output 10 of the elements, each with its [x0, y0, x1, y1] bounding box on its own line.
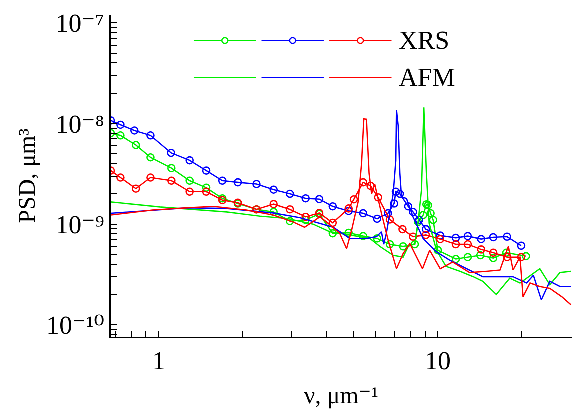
- y-tick-label: 10⁻⁷: [56, 9, 104, 38]
- y-tick-label: 10⁻¹⁰: [46, 311, 104, 340]
- y-tick-label: 10⁻⁸: [56, 110, 104, 139]
- x-tick-label: 1: [152, 346, 166, 376]
- x-tick-label: 10: [425, 346, 452, 376]
- x-axis-title: ν, μm⁻¹: [304, 384, 379, 410]
- legend-label: XRS: [399, 26, 450, 55]
- legend-label: AFM: [399, 63, 456, 92]
- y-tick-label: 10⁻⁹: [56, 210, 104, 240]
- y-axis-title: PSD, μm³: [14, 128, 41, 224]
